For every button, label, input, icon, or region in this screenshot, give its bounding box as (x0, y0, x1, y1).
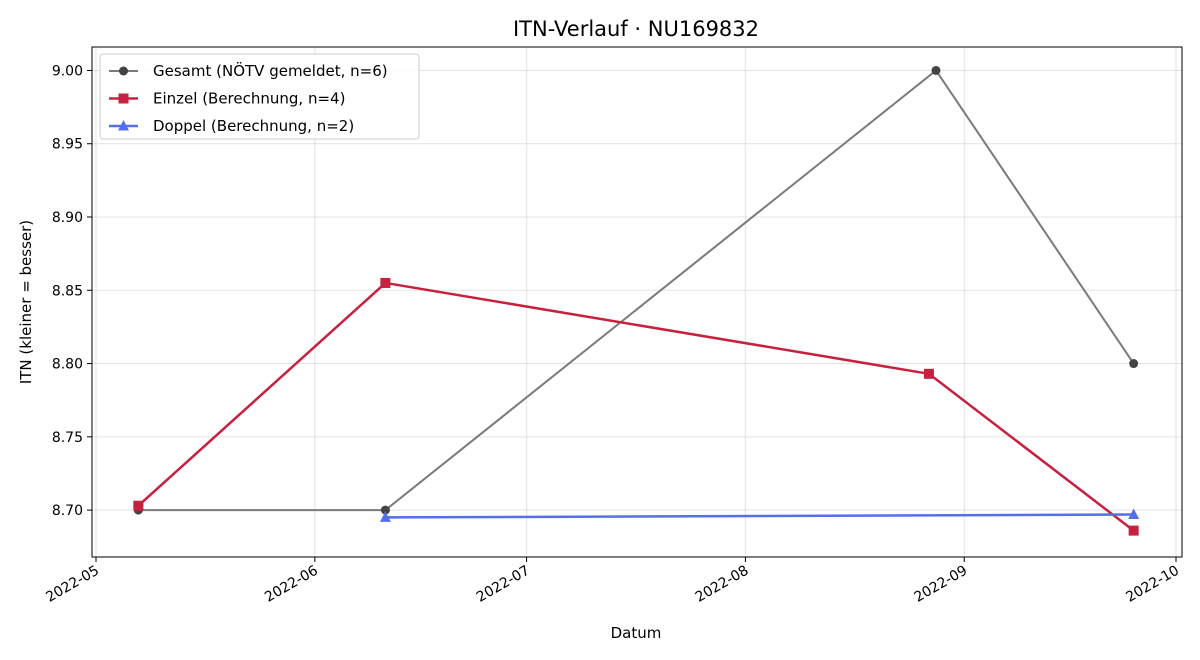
x-axis-label: Datum (611, 624, 662, 642)
legend-label-0: Gesamt (NÖTV gemeldet, n=6) (153, 61, 388, 80)
data-point-0-3 (1129, 359, 1139, 369)
data-point-0-2 (931, 65, 941, 75)
data-point-2-0 (379, 511, 391, 522)
legend-marker-0 (119, 66, 128, 76)
series-lines (137, 69, 1135, 532)
series-line-1 (137, 281, 1135, 532)
y-tick-label: 8.75 (52, 430, 83, 446)
data-point-1-0 (133, 500, 144, 511)
y-axis-label: ITN (kleiner = besser) (17, 220, 35, 384)
grid (92, 47, 1182, 557)
legend-box (99, 53, 420, 140)
data-point-0-1 (380, 505, 390, 515)
legend: Gesamt (NÖTV gemeldet, n=6) Einzel (Berec… (99, 53, 420, 140)
chart-title: ITN-Verlauf · NU169832 (513, 17, 759, 41)
data-point-1-1 (380, 277, 391, 288)
y-tick-label: 8.70 (52, 503, 83, 519)
y-tick-label: 8.90 (52, 210, 83, 226)
y-tick-label: 8.95 (52, 137, 83, 153)
y-axis: 8.70 8.75 8.80 8.85 8.90 8.95 9.00 (52, 63, 92, 519)
series-line-2 (385, 513, 1134, 519)
series-markers (133, 65, 1140, 536)
legend-label-2: Doppel (Berechnung, n=2) (153, 117, 354, 135)
plot-frame (91, 46, 1183, 558)
data-point-1-2 (923, 368, 934, 379)
legend-marker-1 (118, 93, 129, 104)
data-point-2-1 (1128, 508, 1140, 519)
data-point-1-3 (1128, 525, 1139, 536)
series-line-0 (138, 69, 1135, 512)
y-tick-label: 8.85 (52, 283, 83, 299)
y-tick-label: 9.00 (52, 63, 83, 79)
legend-label-1: Einzel (Berechnung, n=4) (153, 90, 345, 108)
legend-marker-2 (118, 120, 129, 131)
y-tick-label: 8.80 (52, 357, 83, 373)
